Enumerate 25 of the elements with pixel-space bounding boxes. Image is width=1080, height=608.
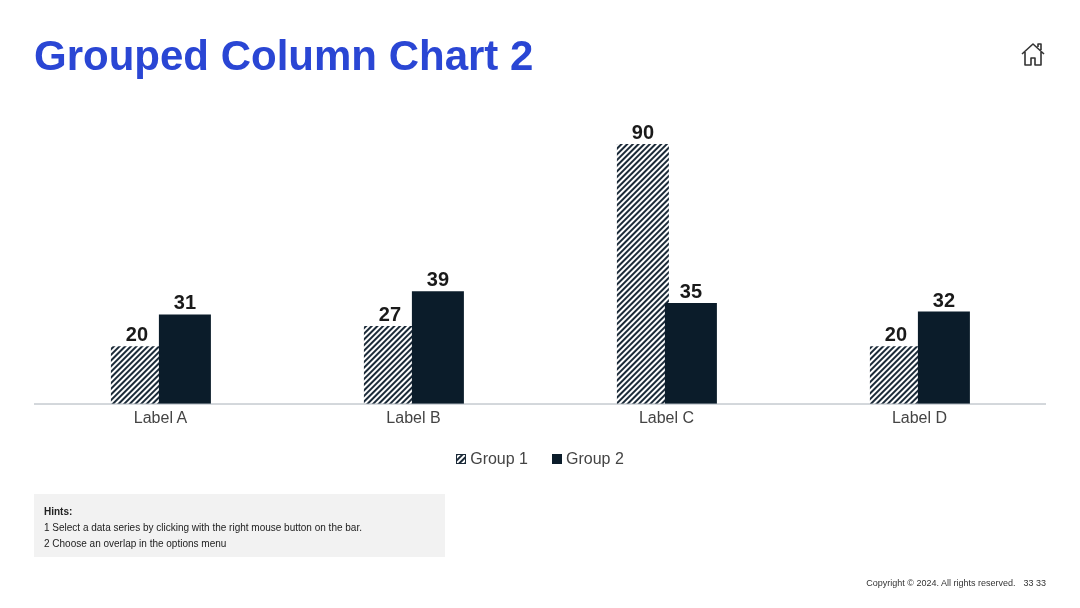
- bar: [917, 311, 970, 404]
- text: Copyright © 2024. All rights reserved.: [866, 578, 1016, 588]
- data-label: 35: [679, 279, 703, 302]
- bar: [616, 144, 669, 404]
- text: 33 33: [1023, 578, 1046, 588]
- bar: [411, 291, 464, 404]
- data-label: 20: [884, 323, 908, 346]
- legend-label: Group 2: [566, 450, 624, 468]
- data-label: 27: [378, 303, 402, 325]
- legend-label: Group 1: [470, 450, 528, 468]
- text: 1 Select a data series by clicking with the right mouse button on the bar.: [44, 521, 363, 535]
- x-tick-label: Label D: [891, 409, 948, 427]
- data-label: 90: [631, 121, 655, 143]
- data-label: 31: [173, 291, 197, 314]
- x-tick-label: Label A: [133, 409, 188, 427]
- bar: [664, 302, 717, 404]
- text: Hints:: [44, 505, 74, 519]
- x-tick-label: Label B: [386, 409, 441, 427]
- data-label: 32: [932, 288, 956, 311]
- bar: [158, 314, 211, 404]
- data-label: 20: [125, 323, 149, 346]
- chart-title: Grouped Column Chart 2: [34, 32, 534, 80]
- data-label: 39: [426, 268, 450, 291]
- x-tick-label: Label C: [638, 409, 695, 427]
- text: 2 Choose an overlap in the options menu: [44, 537, 228, 551]
